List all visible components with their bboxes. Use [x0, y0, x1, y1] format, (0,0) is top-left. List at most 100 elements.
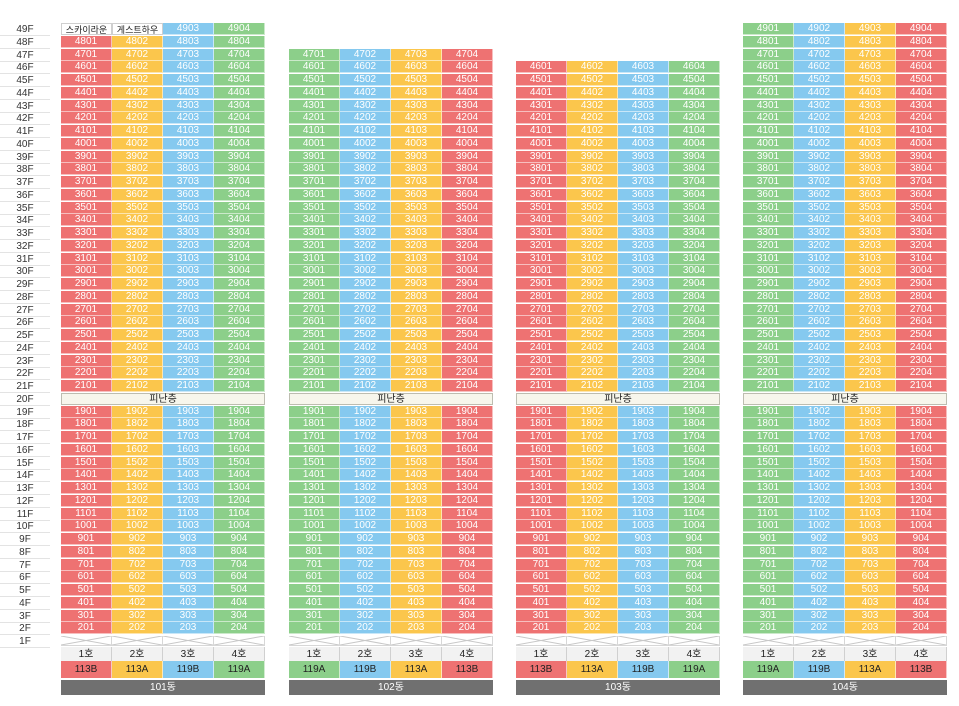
unit-cell[interactable]: 3303 — [391, 227, 442, 239]
unit-cell[interactable]: 1404 — [214, 469, 265, 482]
unit-cell[interactable]: 901 — [516, 533, 567, 545]
unit-cell[interactable]: 3303 — [618, 227, 669, 239]
unit-cell[interactable]: 1302 — [112, 482, 163, 494]
unit-cell[interactable]: 904 — [896, 533, 947, 545]
unit-cell[interactable]: 2804 — [896, 290, 947, 303]
unit-cell[interactable]: 2603 — [163, 316, 214, 329]
unit-cell[interactable]: 1003 — [618, 520, 669, 533]
unit-cell[interactable]: 604 — [442, 571, 493, 584]
unit-cell[interactable]: 2102 — [340, 380, 391, 392]
unit-cell[interactable]: 603 — [163, 571, 214, 584]
unit-cell[interactable]: 4802 — [112, 35, 163, 48]
unit-cell[interactable]: 4404 — [442, 86, 493, 99]
unit-cell[interactable]: 4801 — [61, 35, 112, 48]
unit-cell[interactable]: 3604 — [442, 188, 493, 201]
unit-cell[interactable]: 403 — [845, 596, 896, 609]
unit-cell[interactable]: 1002 — [567, 520, 618, 533]
unit-cell[interactable]: 203 — [163, 622, 214, 635]
unit-cell[interactable]: 3104 — [896, 252, 947, 265]
unit-cell[interactable]: 2803 — [618, 290, 669, 303]
unit-cell[interactable]: 3703 — [845, 176, 896, 188]
unit-cell[interactable]: 1702 — [567, 431, 618, 443]
unit-cell[interactable]: 3001 — [289, 265, 340, 278]
unit-cell[interactable]: 4002 — [794, 137, 845, 150]
unit-cell[interactable]: 404 — [214, 596, 265, 609]
unit-cell[interactable]: 904 — [669, 533, 720, 545]
unit-cell[interactable]: 1904 — [214, 405, 265, 418]
unit-cell[interactable]: 3304 — [669, 227, 720, 239]
unit-cell[interactable]: 1601 — [289, 443, 340, 456]
unit-cell[interactable]: 3602 — [340, 188, 391, 201]
unit-cell[interactable]: 4304 — [896, 99, 947, 112]
unit-cell[interactable]: 1404 — [669, 469, 720, 482]
unit-cell[interactable]: 3702 — [112, 176, 163, 188]
unit-cell[interactable]: 1802 — [340, 418, 391, 431]
unit-cell[interactable]: 1504 — [214, 456, 265, 469]
unit-cell[interactable]: 2902 — [340, 278, 391, 290]
unit-cell[interactable]: 4502 — [567, 74, 618, 86]
unit-cell[interactable]: 1904 — [669, 405, 720, 418]
unit-cell[interactable]: 4503 — [391, 74, 442, 86]
unit-cell[interactable]: 4203 — [618, 112, 669, 125]
unit-cell[interactable]: 204 — [669, 622, 720, 635]
unit-cell[interactable]: 3702 — [794, 176, 845, 188]
unit-cell[interactable]: 4302 — [112, 99, 163, 112]
unit-cell[interactable]: 2404 — [896, 341, 947, 354]
unit-cell[interactable]: 701 — [743, 558, 794, 571]
unit-cell[interactable]: 3404 — [896, 214, 947, 227]
unit-cell[interactable]: 601 — [61, 571, 112, 584]
unit-cell[interactable]: 2702 — [112, 303, 163, 316]
unit-cell[interactable]: 202 — [112, 622, 163, 635]
unit-cell[interactable]: 1003 — [845, 520, 896, 533]
unit-cell[interactable]: 3104 — [442, 252, 493, 265]
unit-cell[interactable]: 1503 — [163, 456, 214, 469]
unit-cell[interactable]: 1001 — [61, 520, 112, 533]
unit-cell[interactable]: 201 — [743, 622, 794, 635]
unit-cell[interactable]: 4003 — [618, 137, 669, 150]
unit-cell[interactable]: 702 — [112, 558, 163, 571]
unit-cell[interactable]: 503 — [845, 584, 896, 596]
unit-cell[interactable]: 3703 — [618, 176, 669, 188]
unit-cell[interactable]: 703 — [391, 558, 442, 571]
unit-cell[interactable]: 4604 — [214, 61, 265, 74]
unit-cell[interactable]: 2301 — [289, 354, 340, 367]
unit-cell[interactable]: 4104 — [442, 125, 493, 137]
unit-cell[interactable]: 2504 — [896, 329, 947, 341]
unit-cell[interactable]: 1102 — [340, 507, 391, 520]
unit-cell[interactable]: 3601 — [289, 188, 340, 201]
unit-cell[interactable]: 1602 — [794, 443, 845, 456]
unit-cell[interactable]: 4303 — [845, 99, 896, 112]
unit-cell[interactable]: 1903 — [391, 405, 442, 418]
unit-cell[interactable]: 1301 — [743, 482, 794, 494]
unit-cell[interactable]: 3302 — [794, 227, 845, 239]
unit-cell[interactable]: 4903 — [845, 23, 896, 35]
unit-cell[interactable]: 304 — [669, 609, 720, 622]
unit-cell[interactable]: 3001 — [516, 265, 567, 278]
unit-cell[interactable]: 4401 — [61, 86, 112, 99]
unit-cell[interactable]: 2102 — [112, 380, 163, 392]
unit-cell[interactable]: 1004 — [896, 520, 947, 533]
unit-cell[interactable]: 2301 — [743, 354, 794, 367]
unit-cell[interactable]: 3801 — [743, 163, 794, 176]
unit-cell[interactable]: 2104 — [214, 380, 265, 392]
unit-cell[interactable]: 1402 — [112, 469, 163, 482]
unit-cell[interactable]: 902 — [794, 533, 845, 545]
unit-cell[interactable]: 4602 — [567, 61, 618, 74]
unit-cell[interactable]: 4203 — [845, 112, 896, 125]
unit-cell[interactable]: 1804 — [669, 418, 720, 431]
unit-cell[interactable]: 1801 — [743, 418, 794, 431]
unit-cell[interactable]: 2601 — [289, 316, 340, 329]
unit-cell[interactable]: 703 — [163, 558, 214, 571]
unit-cell[interactable]: 3101 — [61, 252, 112, 265]
unit-cell[interactable]: 2103 — [618, 380, 669, 392]
unit-cell[interactable]: 1204 — [896, 494, 947, 507]
unit-cell[interactable]: 1302 — [794, 482, 845, 494]
unit-cell[interactable]: 2903 — [163, 278, 214, 290]
unit-cell[interactable]: 1501 — [743, 456, 794, 469]
unit-cell[interactable]: 1201 — [516, 494, 567, 507]
unit-cell[interactable]: 801 — [516, 545, 567, 558]
unit-cell[interactable]: 1704 — [214, 431, 265, 443]
unit-cell[interactable]: 1401 — [289, 469, 340, 482]
unit-cell[interactable]: 804 — [669, 545, 720, 558]
unit-cell[interactable]: 3401 — [61, 214, 112, 227]
